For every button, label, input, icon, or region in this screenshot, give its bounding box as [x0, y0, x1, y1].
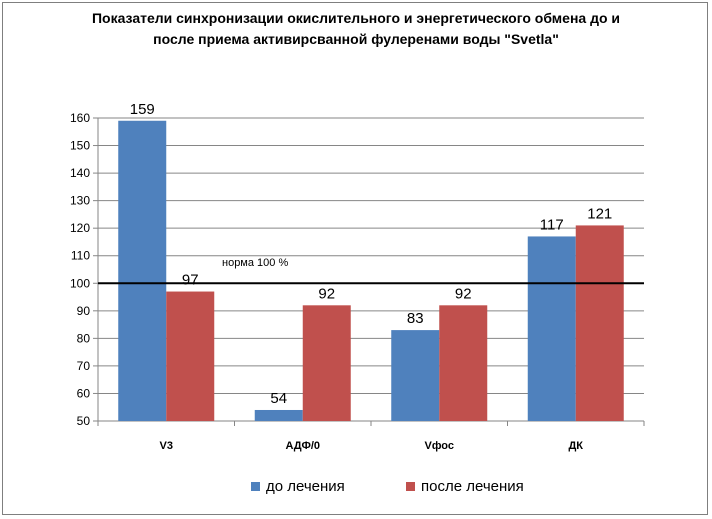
- y-tick-label: 140: [70, 166, 90, 180]
- reference-line-label: норма 100 %: [222, 257, 288, 269]
- legend-label-before: до лечения: [266, 478, 345, 495]
- bar: [527, 236, 576, 421]
- y-tick-label: 80: [77, 331, 91, 345]
- data-label: 92: [455, 285, 472, 302]
- bar: [118, 120, 167, 421]
- legend-swatch-before: [251, 482, 260, 491]
- bar: [575, 225, 624, 421]
- legend: до лечения после лечения: [0, 478, 712, 498]
- y-tick-label: 120: [70, 221, 90, 235]
- legend-label-after: после лечения: [421, 478, 524, 495]
- bar: [302, 305, 351, 421]
- y-tick-label: 100: [70, 276, 90, 290]
- y-tick-label: 50: [77, 414, 91, 428]
- y-tick-label: 70: [77, 359, 91, 373]
- y-tick-label: 130: [70, 194, 90, 208]
- bar: [439, 305, 488, 421]
- x-tick-label: V3: [160, 440, 173, 452]
- data-label: 92: [318, 285, 335, 302]
- bar: [166, 291, 215, 421]
- data-label: 83: [407, 310, 424, 327]
- data-label: 54: [270, 390, 287, 407]
- data-label: 97: [182, 272, 199, 289]
- bar: [391, 330, 440, 421]
- y-tick-label: 110: [71, 249, 90, 263]
- y-tick-label: 150: [70, 139, 90, 153]
- y-tick-label: 90: [77, 304, 91, 318]
- data-label: 159: [130, 101, 155, 118]
- legend-item-after: после лечения: [406, 478, 524, 495]
- legend-swatch-after: [406, 482, 415, 491]
- bar: [254, 409, 303, 421]
- chart-title-line-1: Показатели синхронизации окислительного …: [91, 10, 621, 26]
- data-label: 117: [540, 216, 564, 233]
- y-tick-label: 160: [70, 111, 90, 125]
- legend-item-before: до лечения: [251, 478, 345, 495]
- x-tick-label: Vфос: [424, 440, 454, 452]
- data-label: 121: [587, 205, 612, 222]
- y-tick-label: 60: [77, 386, 91, 400]
- x-tick-label: ДК: [568, 440, 583, 452]
- x-tick-label: АДФ/0: [285, 440, 320, 452]
- chart-title-line-2: после приема активирсванной фулеренами в…: [153, 31, 559, 47]
